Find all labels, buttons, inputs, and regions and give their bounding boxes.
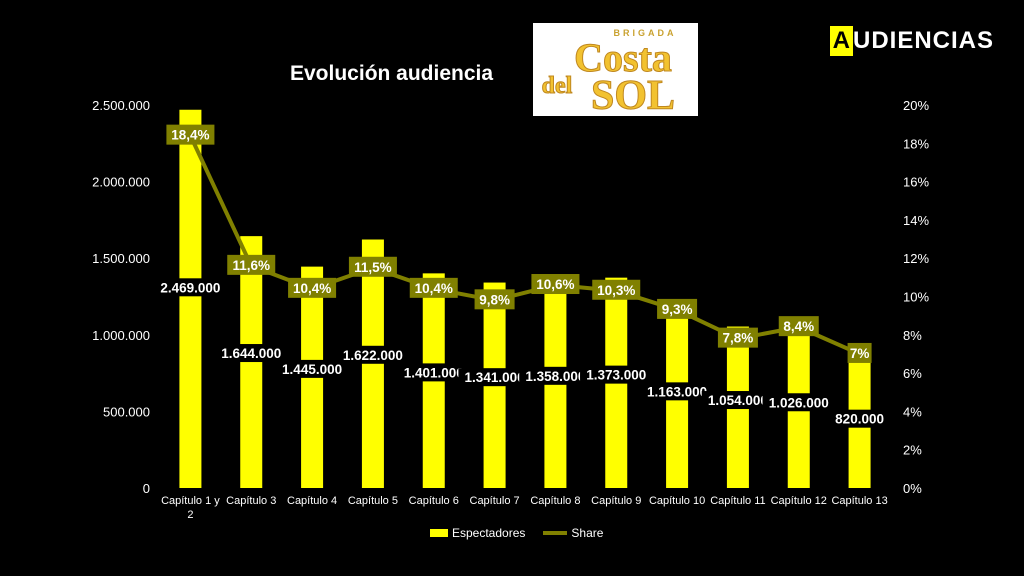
share-data-label: 9,3% — [662, 302, 693, 317]
right-axis-tick-label: 16% — [903, 175, 929, 190]
svg-text:Costa: Costa — [574, 35, 672, 80]
bar-espectadores — [240, 236, 263, 488]
share-data-label-bg — [531, 274, 580, 295]
share-data-label-bg — [166, 124, 215, 145]
right-axis-tick-label: 20% — [903, 98, 929, 113]
bar-data-label: 2.469.000 — [160, 280, 220, 295]
share-data-label: 8,4% — [783, 319, 814, 334]
svg-text:del: del — [542, 73, 573, 99]
right-axis-tick-label: 0% — [903, 481, 922, 496]
share-data-label: 10,4% — [415, 281, 453, 296]
category-label: Capítulo 12 — [771, 495, 827, 507]
legend-swatch-bar — [430, 529, 448, 537]
brigada-costa-del-sol-logo: BRIGADA Costa del SOL — [533, 23, 698, 120]
category-label: Capítulo 13 — [831, 495, 887, 507]
chart-title: Evolución audiencia — [290, 62, 494, 85]
share-data-label-bg — [348, 256, 397, 277]
category-label: Capítulo 3 — [226, 495, 276, 507]
bar-data-label-bg — [275, 359, 349, 378]
legend-item-share: Share — [543, 526, 603, 540]
bar-data-label: 1.341.000 — [465, 370, 525, 385]
brand-first-letter: A — [829, 26, 853, 56]
bar-data-label-bg — [519, 366, 592, 385]
bar-data-label: 1.401.000 — [404, 365, 464, 380]
share-data-label-bg — [717, 327, 758, 348]
bar-data-label-bg — [640, 382, 714, 401]
category-label: Capítulo 8 — [530, 495, 580, 507]
right-axis-tick-label: 2% — [903, 443, 922, 458]
category-label: Capítulo 5 — [348, 495, 398, 507]
bar-data-label: 820.000 — [835, 412, 884, 427]
legend-item-espectadores: Espectadores — [430, 526, 525, 540]
bar-data-label-bg — [701, 391, 775, 410]
right-axis-tick-label: 12% — [903, 251, 929, 266]
share-data-label: 10,6% — [536, 277, 574, 292]
share-data-label: 10,3% — [597, 283, 635, 298]
bar-data-label-bg — [830, 409, 889, 428]
right-axis-tick-label: 10% — [903, 290, 929, 305]
share-data-label-bg — [409, 277, 458, 298]
brand-word: UDIENCIAS — [852, 27, 994, 54]
right-axis-tick-label: 6% — [903, 366, 922, 381]
right-axis-tick-label: 4% — [903, 404, 922, 419]
share-line — [188, 134, 861, 356]
bar-data-label: 1.026.000 — [769, 395, 829, 410]
bar-data-label-bg — [762, 393, 835, 412]
bar-data-label-bg — [397, 363, 470, 382]
bar-data-label-bg — [458, 368, 531, 387]
share-data-label: 11,5% — [354, 260, 392, 275]
bar-data-label: 1.622.000 — [343, 348, 403, 363]
category-label: Capítulo 4 — [287, 495, 337, 507]
bar-data-label: 1.445.000 — [282, 362, 342, 377]
share-data-label: 18,4% — [171, 128, 209, 143]
left-axis-tick-label: 1.500.000 — [92, 251, 150, 266]
bar-data-label: 1.054.000 — [708, 393, 768, 408]
category-label: Capítulo 9 — [591, 495, 641, 507]
category-label: Capítulo 7 — [470, 495, 520, 507]
legend-label-share: Share — [571, 526, 604, 540]
right-axis-tick-label: 18% — [903, 136, 929, 151]
bar-data-label: 1.644.000 — [221, 346, 281, 361]
audiencias-brand: A UDIENCIAS — [829, 26, 994, 56]
share-data-label: 7% — [850, 346, 870, 361]
share-data-label-bg — [474, 289, 515, 310]
share-data-label-bg — [657, 298, 698, 319]
share-data-label: 9,8% — [479, 292, 510, 307]
share-data-label-bg — [288, 277, 337, 298]
share-data-label-bg — [592, 279, 641, 300]
bar-data-label-bg — [154, 278, 227, 297]
legend-swatch-line — [543, 531, 568, 535]
chart-legend: Espectadores Share — [430, 526, 603, 540]
category-label: Capítulo 11 — [710, 495, 765, 507]
share-data-label: 11,6% — [232, 258, 270, 273]
left-axis-tick-label: 0 — [143, 481, 150, 496]
left-axis-tick-label: 2.000.000 — [92, 175, 150, 190]
share-data-label: 10,4% — [293, 281, 331, 296]
bar-data-label-bg — [580, 365, 653, 384]
share-data-label-bg — [227, 254, 276, 275]
bar-data-label-bg — [336, 345, 410, 364]
svg-text:BRIGADA: BRIGADA — [614, 28, 677, 38]
bar-data-label-bg — [215, 344, 288, 363]
bar-data-label: 1.163.000 — [647, 384, 707, 399]
bar-data-label: 1.373.000 — [586, 368, 646, 383]
category-label: Capítulo 10 — [649, 495, 705, 507]
legend-label-espectadores: Espectadores — [452, 526, 526, 540]
svg-text:SOL: SOL — [591, 73, 675, 116]
right-axis-tick-label: 8% — [903, 328, 922, 343]
share-data-label: 7,8% — [723, 331, 754, 346]
left-axis-tick-label: 1.000.000 — [92, 328, 150, 343]
share-data-label-bg — [778, 316, 819, 337]
left-axis-tick-label: 2.500.000 — [92, 98, 150, 113]
right-axis-tick-label: 14% — [903, 213, 929, 228]
share-data-label-bg — [847, 342, 872, 363]
left-axis-tick-label: 500.000 — [103, 404, 150, 419]
bar-espectadores — [179, 109, 202, 488]
category-label: Capítulo 6 — [409, 495, 459, 507]
bar-data-label: 1.358.000 — [525, 369, 585, 384]
